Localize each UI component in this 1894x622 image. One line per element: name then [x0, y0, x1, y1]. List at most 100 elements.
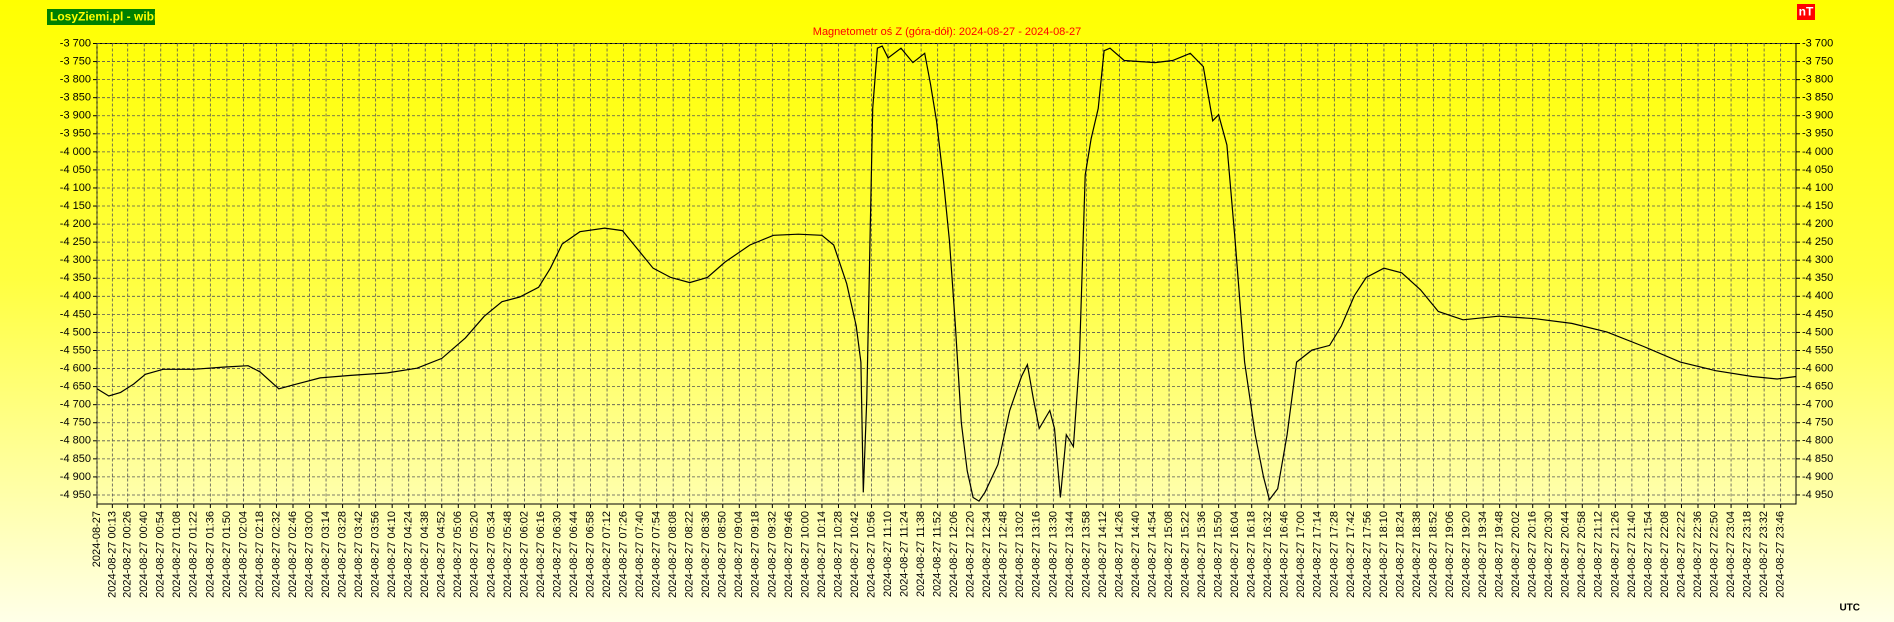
y2-tick-label: -3 850: [1802, 92, 1833, 104]
x-tick-label: 2024-08-27 13:44: [1064, 511, 1076, 598]
x-tick-label: 2024-08-27 19:48: [1494, 511, 1506, 598]
x-tick-label: 2024-08-27 14:54: [1146, 511, 1158, 598]
x-tick-label: 2024-08-27 05:20: [469, 511, 481, 598]
y-tick-label: -4 250: [60, 236, 91, 248]
x-tick-label: 2024-08-27 10:00: [799, 511, 811, 598]
x-tick-label: 2024-08-27 22:36: [1692, 511, 1704, 598]
x-tick-label: 2024-08-27 17:42: [1345, 511, 1357, 598]
y-tick-label: -4 100: [60, 182, 91, 194]
x-tick-label: 2024-08-27 22:22: [1675, 511, 1687, 598]
x-tick-label: 2024-08-27 21:54: [1642, 511, 1654, 598]
x-tick-label: 2024-08-27 08:50: [717, 511, 729, 598]
y2-tick-label: -3 800: [1802, 74, 1833, 86]
x-tick-label: 2024-08-27 03:42: [353, 511, 365, 598]
x-tick-label: 2024-08-27 15:08: [1163, 511, 1175, 598]
x-tick-label: 2024-08-27 03:00: [303, 511, 315, 598]
y2-tick-label: -4 850: [1802, 453, 1833, 465]
y-tick-label: -4 600: [60, 362, 91, 374]
x-tick-label: 2024-08-27 08:36: [700, 511, 712, 598]
x-tick-label: 2024-08-27 21:40: [1626, 511, 1638, 598]
x-tick-label: 2024-08-27 06:30: [551, 511, 563, 598]
y2-tick-label: -4 300: [1802, 254, 1833, 266]
y2-tick-label: -4 050: [1802, 164, 1833, 176]
x-tick-label: 2024-08-27 22:08: [1659, 511, 1671, 598]
y-tick-label: -4 550: [60, 344, 91, 356]
x-axis-label: UTC: [1839, 603, 1860, 614]
x-tick-label: 2024-08-27 06:02: [518, 511, 530, 598]
x-tick-label: 2024-08-27: [91, 511, 103, 567]
x-tick-label: 2024-08-27 23:32: [1758, 511, 1770, 598]
x-tick-label: 2024-08-27 10:42: [849, 511, 861, 598]
y2-tick-label: -4 200: [1802, 218, 1833, 230]
y2-tick-label: -4 700: [1802, 399, 1833, 411]
brand: LosyZiemi.pl - wibi: [50, 10, 157, 24]
x-tick-label: 2024-08-27 09:32: [766, 511, 778, 598]
x-tick-label: 2024-08-27 18:52: [1427, 511, 1439, 598]
y-tick-label: -4 300: [60, 254, 91, 266]
y2-tick-label: -4 100: [1802, 182, 1833, 194]
x-tick-label: 2024-08-27 13:02: [1014, 511, 1026, 598]
y-tick-label: -3 900: [60, 110, 91, 122]
y2-tick-label: -4 250: [1802, 236, 1833, 248]
x-tick-label: 2024-08-27 18:38: [1411, 511, 1423, 598]
x-tick-label: 2024-08-27 19:20: [1460, 511, 1472, 598]
x-tick-label: 2024-08-27 11:38: [915, 511, 927, 597]
x-tick-label: 2024-08-27 15:22: [1179, 511, 1191, 598]
x-tick-label: 2024-08-27 00:13: [106, 511, 118, 598]
y-tick-label: -3 700: [60, 37, 91, 49]
y2-tick-label: -4 750: [1802, 417, 1833, 429]
x-tick-label: 2024-08-27 17:14: [1312, 511, 1324, 598]
x-tick-label: 2024-08-27 10:28: [832, 511, 844, 598]
x-tick-label: 2024-08-27 03:28: [336, 511, 348, 598]
y-tick-label: -4 350: [60, 272, 91, 284]
brand-box: [47, 9, 155, 25]
x-tick-label: 2024-08-27 20:16: [1527, 511, 1539, 598]
x-tick-label: 2024-08-27 20:44: [1560, 511, 1572, 598]
y-tick-label: -4 850: [60, 453, 91, 465]
x-tick-label: 2024-08-27 00:54: [155, 511, 167, 598]
x-tick-label: 2024-08-27 06:16: [535, 511, 547, 598]
x-tick-label: 2024-08-27 21:12: [1593, 511, 1605, 598]
plot-frame: [96, 43, 1797, 505]
y-tick-label: -4 400: [60, 290, 91, 302]
x-tick-label: 2024-08-27 17:00: [1295, 511, 1307, 598]
x-tick-label: 2024-08-27 14:12: [1097, 511, 1109, 598]
x-tick-label: 2024-08-27 13:58: [1080, 511, 1092, 598]
y2-tick-label: -4 000: [1802, 146, 1833, 158]
y2-tick-label: -4 600: [1802, 362, 1833, 374]
x-tick-label: 2024-08-27 01:50: [221, 511, 233, 598]
x-tick-label: 2024-08-27 11:24: [898, 511, 910, 597]
x-tick-label: 2024-08-27 11:10: [882, 511, 894, 597]
y2-tick-label: -3 900: [1802, 110, 1833, 122]
x-tick-label: 2024-08-27 04:10: [386, 511, 398, 598]
x-tick-label: 2024-08-27 09:46: [783, 511, 795, 598]
y-tick-label: -4 650: [60, 381, 91, 393]
x-tick-label: 2024-08-27 07:54: [651, 511, 663, 598]
x-tick-label: 2024-08-27 19:34: [1477, 511, 1489, 598]
x-tick-label: 2024-08-27 12:20: [965, 511, 977, 598]
x-tick-label: 2024-08-27 13:30: [1047, 511, 1059, 598]
x-tick-label: 2024-08-27 23:46: [1775, 511, 1787, 598]
x-tick-label: 2024-08-27 12:48: [998, 511, 1010, 598]
y-tick-label: -4 950: [60, 489, 91, 501]
y-tick-label: -4 750: [60, 417, 91, 429]
x-tick-label: 2024-08-27 17:56: [1361, 511, 1373, 598]
y-tick-label: -4 900: [60, 471, 91, 483]
x-tick-label: 2024-08-27 07:26: [617, 511, 629, 598]
y-tick-label: -4 000: [60, 146, 91, 158]
x-tick-label: 2024-08-27 02:18: [254, 511, 266, 598]
y-tick-label: -3 850: [60, 92, 91, 104]
x-tick-label: 2024-08-27 09:18: [750, 511, 762, 598]
x-tick-label: 2024-08-27 02:46: [287, 511, 299, 598]
x-tick-label: 2024-08-27 16:18: [1246, 511, 1258, 598]
x-tick-label: 2024-08-27 18:24: [1394, 511, 1406, 598]
y2-tick-label: -3 950: [1802, 128, 1833, 140]
y2-tick-label: -4 950: [1802, 489, 1833, 501]
y-tick-label: -4 700: [60, 399, 91, 411]
y2-tick-label: -4 500: [1802, 326, 1833, 338]
x-tick-label: 2024-08-27 07:40: [634, 511, 646, 598]
x-tick-label: 2024-08-27 19:06: [1444, 511, 1456, 598]
y2-tick-label: -3 700: [1802, 37, 1833, 49]
